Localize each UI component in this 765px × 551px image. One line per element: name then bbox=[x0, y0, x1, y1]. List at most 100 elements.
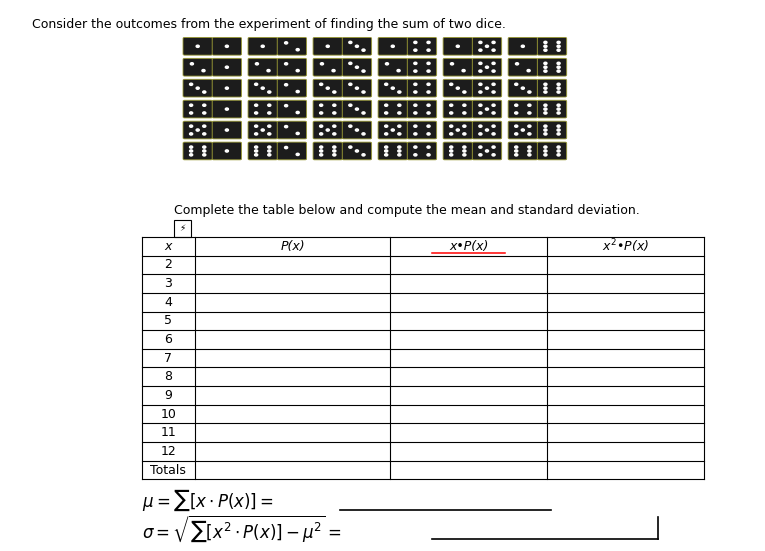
Circle shape bbox=[544, 91, 547, 93]
Circle shape bbox=[456, 45, 459, 47]
Circle shape bbox=[451, 63, 454, 65]
Circle shape bbox=[557, 49, 560, 51]
FancyBboxPatch shape bbox=[378, 79, 408, 97]
Circle shape bbox=[320, 104, 323, 106]
Circle shape bbox=[333, 150, 336, 152]
Circle shape bbox=[463, 112, 466, 114]
Circle shape bbox=[492, 49, 495, 51]
Circle shape bbox=[190, 154, 193, 156]
Circle shape bbox=[515, 154, 518, 156]
Circle shape bbox=[427, 112, 430, 114]
Circle shape bbox=[190, 150, 193, 152]
FancyBboxPatch shape bbox=[212, 79, 242, 97]
Circle shape bbox=[515, 133, 518, 135]
FancyBboxPatch shape bbox=[248, 100, 278, 118]
Circle shape bbox=[544, 146, 547, 148]
FancyBboxPatch shape bbox=[472, 58, 502, 76]
Circle shape bbox=[463, 154, 466, 156]
Circle shape bbox=[544, 129, 547, 131]
Circle shape bbox=[268, 112, 271, 114]
Circle shape bbox=[414, 62, 417, 64]
Circle shape bbox=[398, 133, 401, 135]
Circle shape bbox=[349, 41, 352, 44]
FancyBboxPatch shape bbox=[342, 58, 372, 76]
Circle shape bbox=[349, 104, 352, 106]
Circle shape bbox=[356, 129, 359, 131]
Circle shape bbox=[544, 133, 547, 135]
FancyBboxPatch shape bbox=[443, 37, 473, 55]
Circle shape bbox=[296, 90, 299, 93]
Circle shape bbox=[285, 84, 288, 86]
Circle shape bbox=[414, 49, 417, 51]
Circle shape bbox=[521, 129, 524, 131]
Circle shape bbox=[414, 91, 417, 93]
Circle shape bbox=[492, 62, 495, 64]
FancyBboxPatch shape bbox=[277, 79, 307, 97]
Circle shape bbox=[414, 83, 417, 85]
Circle shape bbox=[544, 125, 547, 127]
FancyBboxPatch shape bbox=[407, 142, 437, 160]
Circle shape bbox=[385, 104, 388, 106]
Circle shape bbox=[285, 42, 288, 44]
FancyBboxPatch shape bbox=[508, 121, 538, 139]
Circle shape bbox=[557, 125, 560, 127]
Circle shape bbox=[285, 63, 288, 65]
Circle shape bbox=[349, 146, 352, 148]
Circle shape bbox=[326, 129, 329, 131]
Circle shape bbox=[544, 45, 547, 47]
Circle shape bbox=[557, 154, 560, 156]
Circle shape bbox=[385, 146, 388, 148]
Text: 5: 5 bbox=[164, 315, 172, 327]
Circle shape bbox=[486, 66, 489, 68]
Circle shape bbox=[479, 70, 482, 72]
Circle shape bbox=[255, 104, 258, 106]
Circle shape bbox=[450, 146, 453, 148]
FancyBboxPatch shape bbox=[277, 58, 307, 76]
Circle shape bbox=[398, 146, 401, 148]
FancyBboxPatch shape bbox=[183, 142, 213, 160]
FancyBboxPatch shape bbox=[378, 100, 408, 118]
Circle shape bbox=[456, 87, 459, 89]
Circle shape bbox=[544, 112, 547, 114]
Circle shape bbox=[321, 63, 324, 65]
Circle shape bbox=[544, 41, 547, 44]
Circle shape bbox=[268, 125, 271, 127]
Circle shape bbox=[190, 125, 193, 127]
Circle shape bbox=[492, 41, 495, 44]
Circle shape bbox=[356, 150, 359, 152]
Circle shape bbox=[320, 83, 323, 85]
Circle shape bbox=[557, 87, 560, 89]
FancyBboxPatch shape bbox=[443, 58, 473, 76]
FancyBboxPatch shape bbox=[407, 121, 437, 139]
Circle shape bbox=[397, 69, 400, 72]
Circle shape bbox=[557, 70, 560, 72]
Circle shape bbox=[261, 45, 264, 47]
Circle shape bbox=[332, 69, 335, 72]
Circle shape bbox=[557, 41, 560, 44]
Circle shape bbox=[427, 104, 430, 106]
FancyBboxPatch shape bbox=[313, 100, 343, 118]
Circle shape bbox=[333, 146, 336, 148]
FancyBboxPatch shape bbox=[508, 37, 538, 55]
Circle shape bbox=[528, 91, 531, 93]
Circle shape bbox=[450, 154, 453, 156]
Circle shape bbox=[557, 112, 560, 114]
Circle shape bbox=[479, 49, 482, 51]
Circle shape bbox=[557, 66, 560, 68]
FancyBboxPatch shape bbox=[537, 142, 567, 160]
FancyBboxPatch shape bbox=[537, 79, 567, 97]
FancyBboxPatch shape bbox=[537, 100, 567, 118]
Circle shape bbox=[557, 91, 560, 93]
Circle shape bbox=[196, 87, 199, 89]
Circle shape bbox=[463, 125, 466, 127]
Circle shape bbox=[285, 147, 288, 149]
Circle shape bbox=[427, 49, 430, 51]
Circle shape bbox=[528, 146, 531, 148]
Circle shape bbox=[492, 146, 495, 148]
FancyBboxPatch shape bbox=[443, 100, 473, 118]
Circle shape bbox=[456, 129, 459, 131]
FancyBboxPatch shape bbox=[248, 37, 278, 55]
Circle shape bbox=[255, 154, 258, 156]
Circle shape bbox=[427, 62, 430, 64]
Text: x: x bbox=[164, 240, 172, 253]
